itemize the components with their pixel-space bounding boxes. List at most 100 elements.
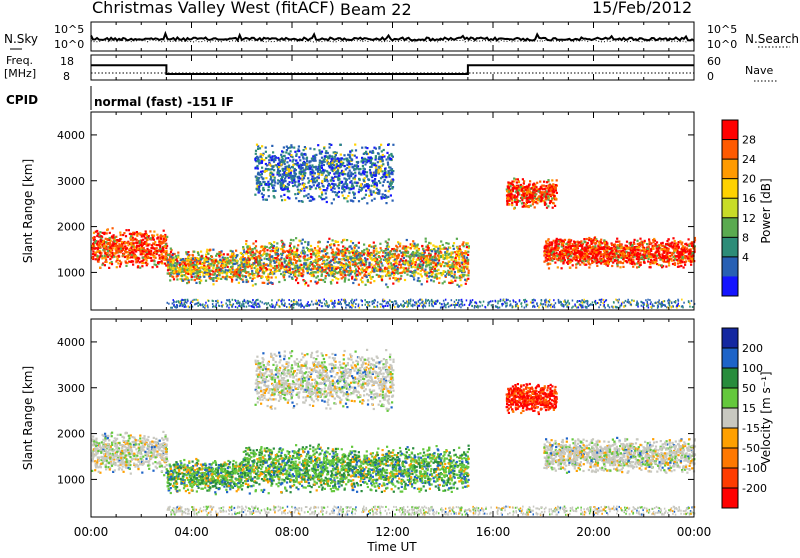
data-cell	[433, 270, 435, 272]
data-cell	[363, 197, 365, 199]
data-cell	[312, 268, 314, 270]
data-cell	[379, 269, 381, 271]
data-cell	[655, 261, 657, 263]
data-cell	[216, 253, 218, 255]
data-cell	[181, 270, 183, 272]
data-cell	[258, 275, 260, 277]
data-cell	[107, 250, 109, 252]
data-cell	[611, 265, 613, 267]
data-cell	[255, 259, 257, 261]
data-cell	[346, 239, 348, 241]
data-cell	[177, 256, 179, 258]
data-cell	[198, 254, 200, 256]
data-cell	[552, 251, 554, 253]
data-cell	[125, 248, 127, 250]
data-cell	[444, 257, 446, 259]
data-cell	[588, 266, 590, 268]
data-cell	[212, 271, 214, 273]
data-cell	[606, 249, 608, 251]
data-cell	[230, 259, 232, 261]
data-cell	[551, 242, 553, 244]
data-cell	[580, 244, 582, 246]
data-cell	[395, 260, 397, 262]
data-cell	[301, 242, 303, 244]
data-cell	[637, 252, 639, 254]
data-cell	[413, 243, 415, 245]
data-cell	[271, 276, 273, 278]
data-cell	[281, 156, 283, 158]
data-cell	[406, 262, 408, 264]
data-cell	[341, 250, 343, 252]
data-cell	[382, 184, 384, 186]
data-cell	[116, 266, 118, 268]
data-cell	[431, 267, 433, 269]
data-cell	[173, 259, 175, 261]
data-cell	[297, 282, 299, 284]
data-cell	[366, 248, 368, 250]
data-cell	[102, 232, 104, 234]
data-cell	[326, 246, 328, 248]
data-cell	[376, 250, 378, 252]
data-cell	[547, 263, 549, 265]
data-cell	[417, 280, 419, 282]
data-cell	[599, 248, 601, 250]
data-cell	[316, 264, 318, 266]
data-cell	[363, 253, 365, 255]
data-cell	[347, 200, 349, 202]
data-cell	[413, 278, 415, 280]
data-cell	[678, 246, 680, 248]
data-cell	[210, 263, 212, 265]
data-cell	[95, 240, 97, 242]
cpid-panel: CPID normal (fast) -151 IF	[6, 86, 234, 110]
data-cell	[411, 252, 413, 254]
data-cell	[179, 264, 181, 266]
data-cell	[168, 254, 170, 256]
data-cell	[367, 279, 369, 281]
data-cell	[333, 244, 335, 246]
data-cell	[674, 262, 676, 264]
data-cell	[286, 257, 288, 259]
data-cell	[280, 248, 282, 250]
data-cell	[138, 245, 140, 247]
data-cell	[157, 262, 159, 264]
data-cell	[465, 244, 467, 246]
data-cell	[289, 242, 291, 244]
data-cell	[338, 250, 340, 252]
data-cell	[195, 275, 197, 277]
data-cell	[258, 160, 260, 162]
data-cell	[665, 266, 667, 268]
data-cell	[368, 245, 370, 247]
frequency-tick-bottom: 8	[63, 70, 70, 83]
data-cell	[299, 269, 301, 271]
data-cell	[270, 246, 272, 248]
data-cell	[410, 275, 412, 277]
data-cell	[215, 277, 217, 279]
data-cell	[421, 260, 423, 262]
data-cell	[132, 260, 134, 262]
data-cell	[456, 238, 458, 240]
data-cell	[124, 245, 126, 247]
data-cell	[187, 271, 189, 273]
data-cell	[204, 257, 206, 259]
data-cell	[661, 253, 663, 255]
data-cell	[581, 254, 583, 256]
data-cell	[397, 272, 399, 274]
data-cell	[638, 262, 640, 264]
data-cell	[113, 252, 115, 254]
data-cell	[649, 266, 651, 268]
data-cell	[437, 269, 439, 271]
data-cell	[363, 252, 365, 254]
data-cell	[142, 250, 144, 252]
data-cell	[551, 257, 553, 259]
data-cell	[327, 241, 329, 243]
data-cell	[429, 258, 431, 260]
data-cell	[294, 151, 296, 153]
data-cell	[216, 267, 218, 269]
data-cell	[255, 150, 257, 152]
data-cell	[407, 269, 409, 271]
data-cell	[304, 280, 306, 282]
data-cell	[281, 241, 283, 243]
data-cell	[201, 255, 203, 257]
data-cell	[265, 276, 267, 278]
data-cell	[423, 255, 425, 257]
